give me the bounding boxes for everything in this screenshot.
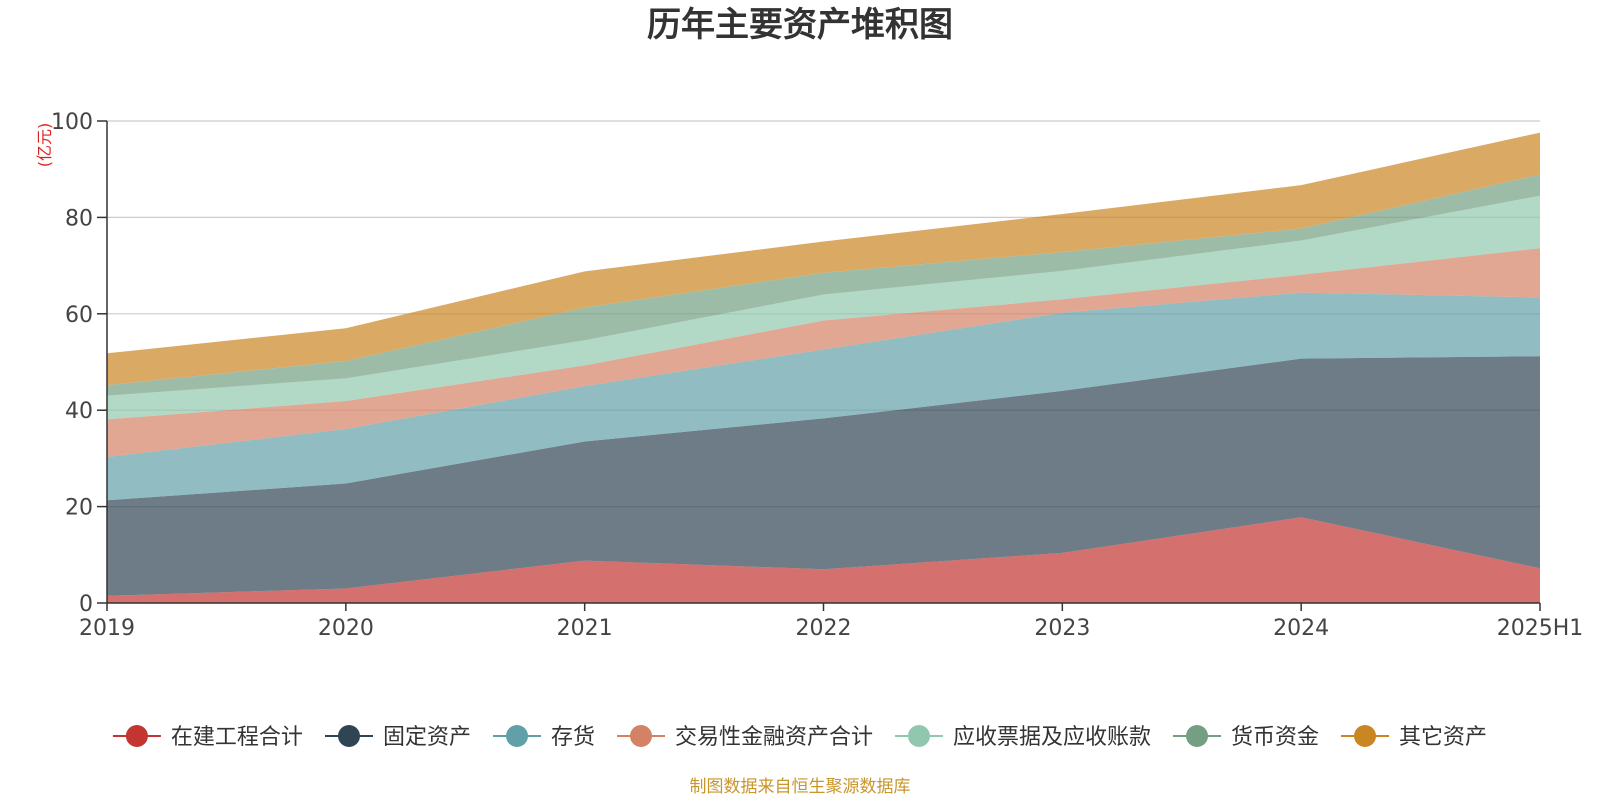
y-tick-label: 100 bbox=[51, 110, 93, 135]
y-tick-label: 60 bbox=[65, 303, 93, 328]
area-series bbox=[107, 132, 1540, 603]
y-axis-unit-label: (亿元) bbox=[35, 123, 54, 168]
chart-title: 历年主要资产堆积图 bbox=[647, 5, 953, 45]
legend-circle-marker bbox=[338, 725, 360, 747]
area-series-5 bbox=[107, 195, 1540, 420]
area-series-2 bbox=[107, 356, 1540, 596]
x-tick-label: 2019 bbox=[79, 616, 135, 641]
legend-label: 交易性金融资产合计 bbox=[675, 725, 873, 750]
legend-item-2[interactable]: 固定资产 bbox=[325, 725, 471, 750]
y-tick-label: 0 bbox=[79, 592, 93, 617]
area-series-4 bbox=[107, 248, 1540, 457]
area-series-1 bbox=[107, 517, 1540, 603]
legend-label: 其它资产 bbox=[1399, 725, 1487, 750]
x-tick-label: 2025H1 bbox=[1497, 616, 1584, 641]
legend-circle-marker bbox=[1354, 725, 1376, 747]
axes: 0 20 40 60 80 100 2019 2020 2021 2022 2023 2024 2025… bbox=[51, 110, 1583, 641]
legend-label: 在建工程合计 bbox=[171, 725, 303, 750]
legend-circle-marker bbox=[506, 725, 528, 747]
legend-label: 货币资金 bbox=[1231, 725, 1319, 750]
legend-item-4[interactable]: 交易性金融资产合计 bbox=[617, 725, 873, 750]
legend: 在建工程合计 固定资产 存货 交易性金融资产合计 应收票据及应收账款 货币资金 其它资产 bbox=[112, 725, 1487, 750]
legend-item-6[interactable]: 货币资金 bbox=[1173, 725, 1319, 750]
y-tick-label: 20 bbox=[65, 496, 93, 521]
legend-label: 固定资产 bbox=[383, 725, 471, 750]
legend-item-3[interactable]: 存货 bbox=[493, 725, 595, 750]
data-source-label: 制图数据来自恒生聚源数据库 bbox=[690, 777, 911, 797]
area-series-7 bbox=[107, 132, 1540, 386]
x-tick-label: 2024 bbox=[1273, 616, 1329, 641]
legend-item-1[interactable]: 在建工程合计 bbox=[112, 725, 303, 750]
area-series-3 bbox=[107, 292, 1540, 501]
y-tick-label: 40 bbox=[65, 399, 93, 424]
legend-item-5[interactable]: 应收票据及应收账款 bbox=[895, 725, 1151, 750]
area-series-6 bbox=[107, 174, 1540, 396]
x-tick-label: 2021 bbox=[557, 616, 613, 641]
y-tick-label: 80 bbox=[65, 206, 93, 231]
x-tick-label: 2022 bbox=[796, 616, 852, 641]
legend-item-7[interactable]: 其它资产 bbox=[1341, 725, 1487, 750]
legend-circle-marker bbox=[630, 725, 652, 747]
legend-circle-marker bbox=[1186, 725, 1208, 747]
legend-circle-marker bbox=[125, 725, 148, 747]
legend-label: 应收票据及应收账款 bbox=[953, 725, 1151, 750]
legend-circle-marker bbox=[908, 725, 930, 747]
legend-label: 存货 bbox=[551, 725, 595, 750]
x-tick-label: 2023 bbox=[1034, 616, 1090, 641]
x-tick-label: 2020 bbox=[318, 616, 374, 641]
